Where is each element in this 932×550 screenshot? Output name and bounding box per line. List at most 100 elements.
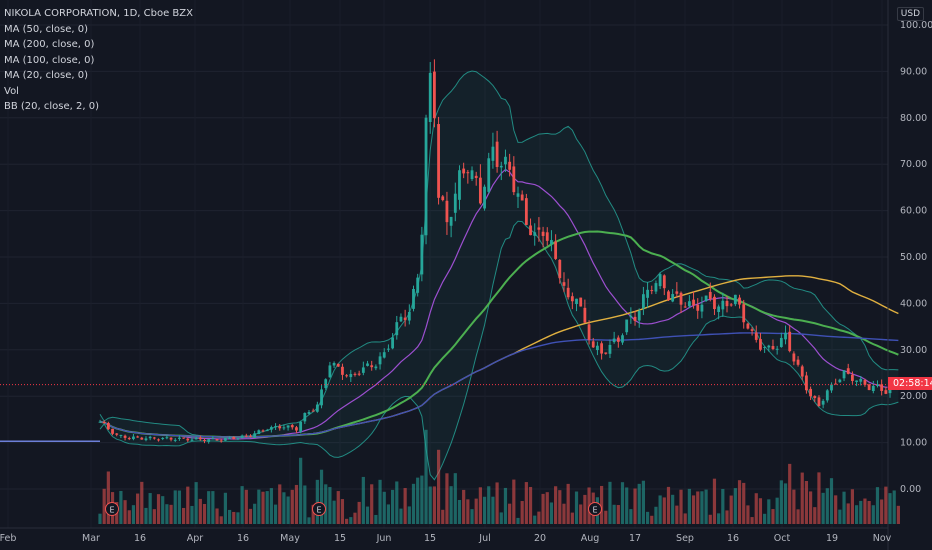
legend-ma50[interactable]: MA (50, close, 0): [4, 23, 89, 35]
candle-body: [127, 438, 131, 440]
candle-body: [754, 332, 758, 340]
candle-body: [420, 234, 424, 275]
volume-bar: [541, 493, 545, 524]
candle-body: [788, 331, 792, 352]
volume-bar: [119, 490, 123, 524]
volume-bar: [299, 457, 303, 524]
candle-body: [646, 289, 649, 298]
candle-body: [341, 366, 344, 375]
legend-bollinger[interactable]: BB (20, close, 2, 0): [4, 101, 99, 112]
candle-body: [445, 200, 449, 223]
volume-bars: [98, 429, 900, 524]
candle-body: [633, 316, 637, 322]
candle-body: [399, 316, 403, 322]
volume-bar: [725, 510, 729, 524]
candle-body: [524, 198, 528, 225]
candle-body: [763, 346, 767, 348]
volume-bar: [278, 484, 282, 524]
volume-bar: [215, 508, 219, 524]
volume-bar: [804, 480, 809, 524]
volume-bar: [687, 488, 691, 524]
candle-body: [240, 435, 244, 439]
candle-body: [637, 310, 641, 321]
volume-bar: [407, 506, 411, 524]
candle-body: [178, 437, 181, 439]
candle-body: [767, 345, 771, 348]
candle-body: [378, 356, 382, 365]
volume-bar: [616, 505, 620, 524]
candle-body: [232, 436, 236, 440]
x-tick-label: 16: [727, 533, 739, 544]
candle-body: [474, 175, 478, 178]
volume-bar: [737, 480, 742, 524]
candle-body: [608, 344, 612, 354]
legend-volume[interactable]: Vol: [4, 85, 19, 97]
candle-body: [428, 72, 432, 122]
volume-bar: [579, 504, 583, 524]
candle-body: [579, 297, 583, 307]
candle-body: [537, 227, 541, 230]
candle-body: [725, 300, 729, 307]
candle-body: [336, 363, 340, 367]
candle-body: [424, 117, 428, 236]
volume-bar: [574, 491, 579, 524]
volume-bar: [620, 482, 625, 524]
legend-symbol[interactable]: NIKOLA CORPORATION, 1D, Cboe BZX: [4, 8, 193, 19]
volume-bar: [633, 488, 637, 524]
volume-bar: [717, 513, 721, 524]
candle-body: [123, 435, 127, 438]
legend-ma200[interactable]: MA (200, close, 0): [4, 39, 95, 50]
volume-bar: [528, 486, 533, 524]
volume-bar: [675, 505, 679, 524]
candle-body: [282, 427, 286, 429]
volume-bar: [721, 488, 725, 524]
volume-bar: [432, 486, 436, 524]
legend-ma100[interactable]: MA (100, close, 0): [4, 54, 95, 66]
x-tick-label: 16: [237, 533, 249, 544]
volume-bar: [411, 483, 416, 524]
candle-body: [696, 304, 700, 311]
candle-body: [750, 329, 754, 331]
volume-bar: [106, 471, 110, 524]
y-tick-label: 20.00: [900, 391, 927, 402]
volume-bar: [265, 491, 269, 524]
candle-body: [775, 348, 779, 350]
volume-bar: [140, 481, 144, 524]
candle-body: [152, 437, 156, 439]
volume-bar: [871, 505, 875, 524]
candle-body: [562, 282, 566, 286]
candle-body: [675, 291, 679, 294]
volume-bar: [169, 504, 173, 524]
volume-bar: [800, 472, 804, 524]
currency-label[interactable]: USD: [896, 7, 924, 21]
candle-body: [328, 365, 332, 378]
candle-body: [721, 300, 725, 310]
candle-body: [499, 165, 503, 168]
volume-bar: [248, 508, 253, 524]
candle-body: [211, 438, 215, 440]
legend-ma20[interactable]: MA (20, close, 0): [4, 70, 89, 81]
volume-bar: [746, 505, 750, 524]
candle-body: [186, 438, 190, 441]
volume-bar: [227, 509, 232, 524]
candle-body: [738, 297, 741, 305]
candle-body: [583, 307, 587, 323]
candle-body: [805, 375, 808, 391]
candle-body: [106, 422, 110, 430]
candle-body: [809, 388, 812, 397]
candle-body: [733, 294, 737, 305]
volume-bar: [165, 504, 169, 524]
candle-body: [491, 146, 495, 161]
volume-bar: [516, 517, 520, 524]
x-tick-label: 17: [629, 533, 641, 544]
x-tick-label: Sep: [676, 533, 694, 544]
candle-body: [813, 396, 817, 399]
candle-body: [495, 141, 499, 167]
volume-bar: [758, 498, 763, 524]
candle-body: [650, 290, 654, 292]
candle-body: [625, 319, 629, 333]
y-tick-label: 80.00: [900, 113, 927, 124]
candle-body: [265, 430, 269, 432]
candle-body: [821, 400, 825, 405]
